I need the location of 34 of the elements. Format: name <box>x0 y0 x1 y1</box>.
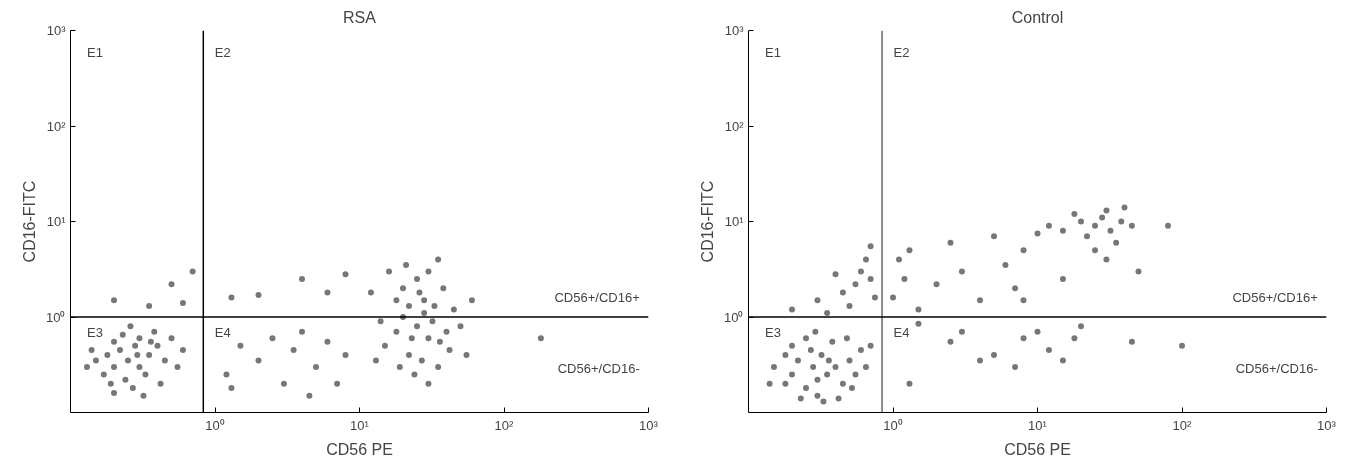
y-axis-title: CD16-FITC <box>699 180 717 263</box>
y-tick-label: 10¹ <box>724 214 745 229</box>
x-tick-label: 10¹ <box>1028 417 1048 433</box>
chart-title: RSA <box>343 8 377 26</box>
x-axis-title: CD56 PE <box>1004 440 1071 458</box>
x-tick-label: 10³ <box>1317 417 1337 433</box>
annotation: CD56+/CD16- <box>1235 361 1318 377</box>
y-axis-title: CD16-FITC <box>21 180 39 263</box>
annotation: CD56+/CD16+ <box>554 290 640 306</box>
annotation: E1 <box>764 45 781 61</box>
y-tick-label: 10³ <box>46 23 67 38</box>
annotation: E1 <box>86 45 103 61</box>
annotation: E4 <box>893 324 910 340</box>
annotation: E3 <box>764 324 781 340</box>
x-tick-label: 10² <box>1172 417 1193 433</box>
y-tick-label: 10¹ <box>46 214 67 229</box>
chart-title: Control <box>1011 8 1064 26</box>
y-tick-label: 10³ <box>724 23 745 38</box>
x-tick-label: 10⁰ <box>205 417 225 433</box>
x-tick-label: 10¹ <box>350 417 370 433</box>
annotation: E4 <box>214 324 231 340</box>
annotation: CD56+/CD16- <box>557 361 640 377</box>
x-tick-label: 10⁰ <box>883 417 903 433</box>
x-axis-title: CD56 PE <box>326 440 393 458</box>
y-tick-label: 10² <box>724 118 745 134</box>
annotation: E2 <box>893 45 910 61</box>
annotation: CD56+/CD16+ <box>1232 290 1318 306</box>
x-tick-label: 10³ <box>639 417 659 433</box>
y-tick-label: 10² <box>46 118 67 134</box>
annotation: E2 <box>214 45 231 61</box>
annotation: E3 <box>86 324 103 340</box>
y-tick-label: 10⁰ <box>724 309 744 325</box>
y-tick-label: 10⁰ <box>46 309 66 325</box>
x-tick-label: 10² <box>494 417 515 433</box>
